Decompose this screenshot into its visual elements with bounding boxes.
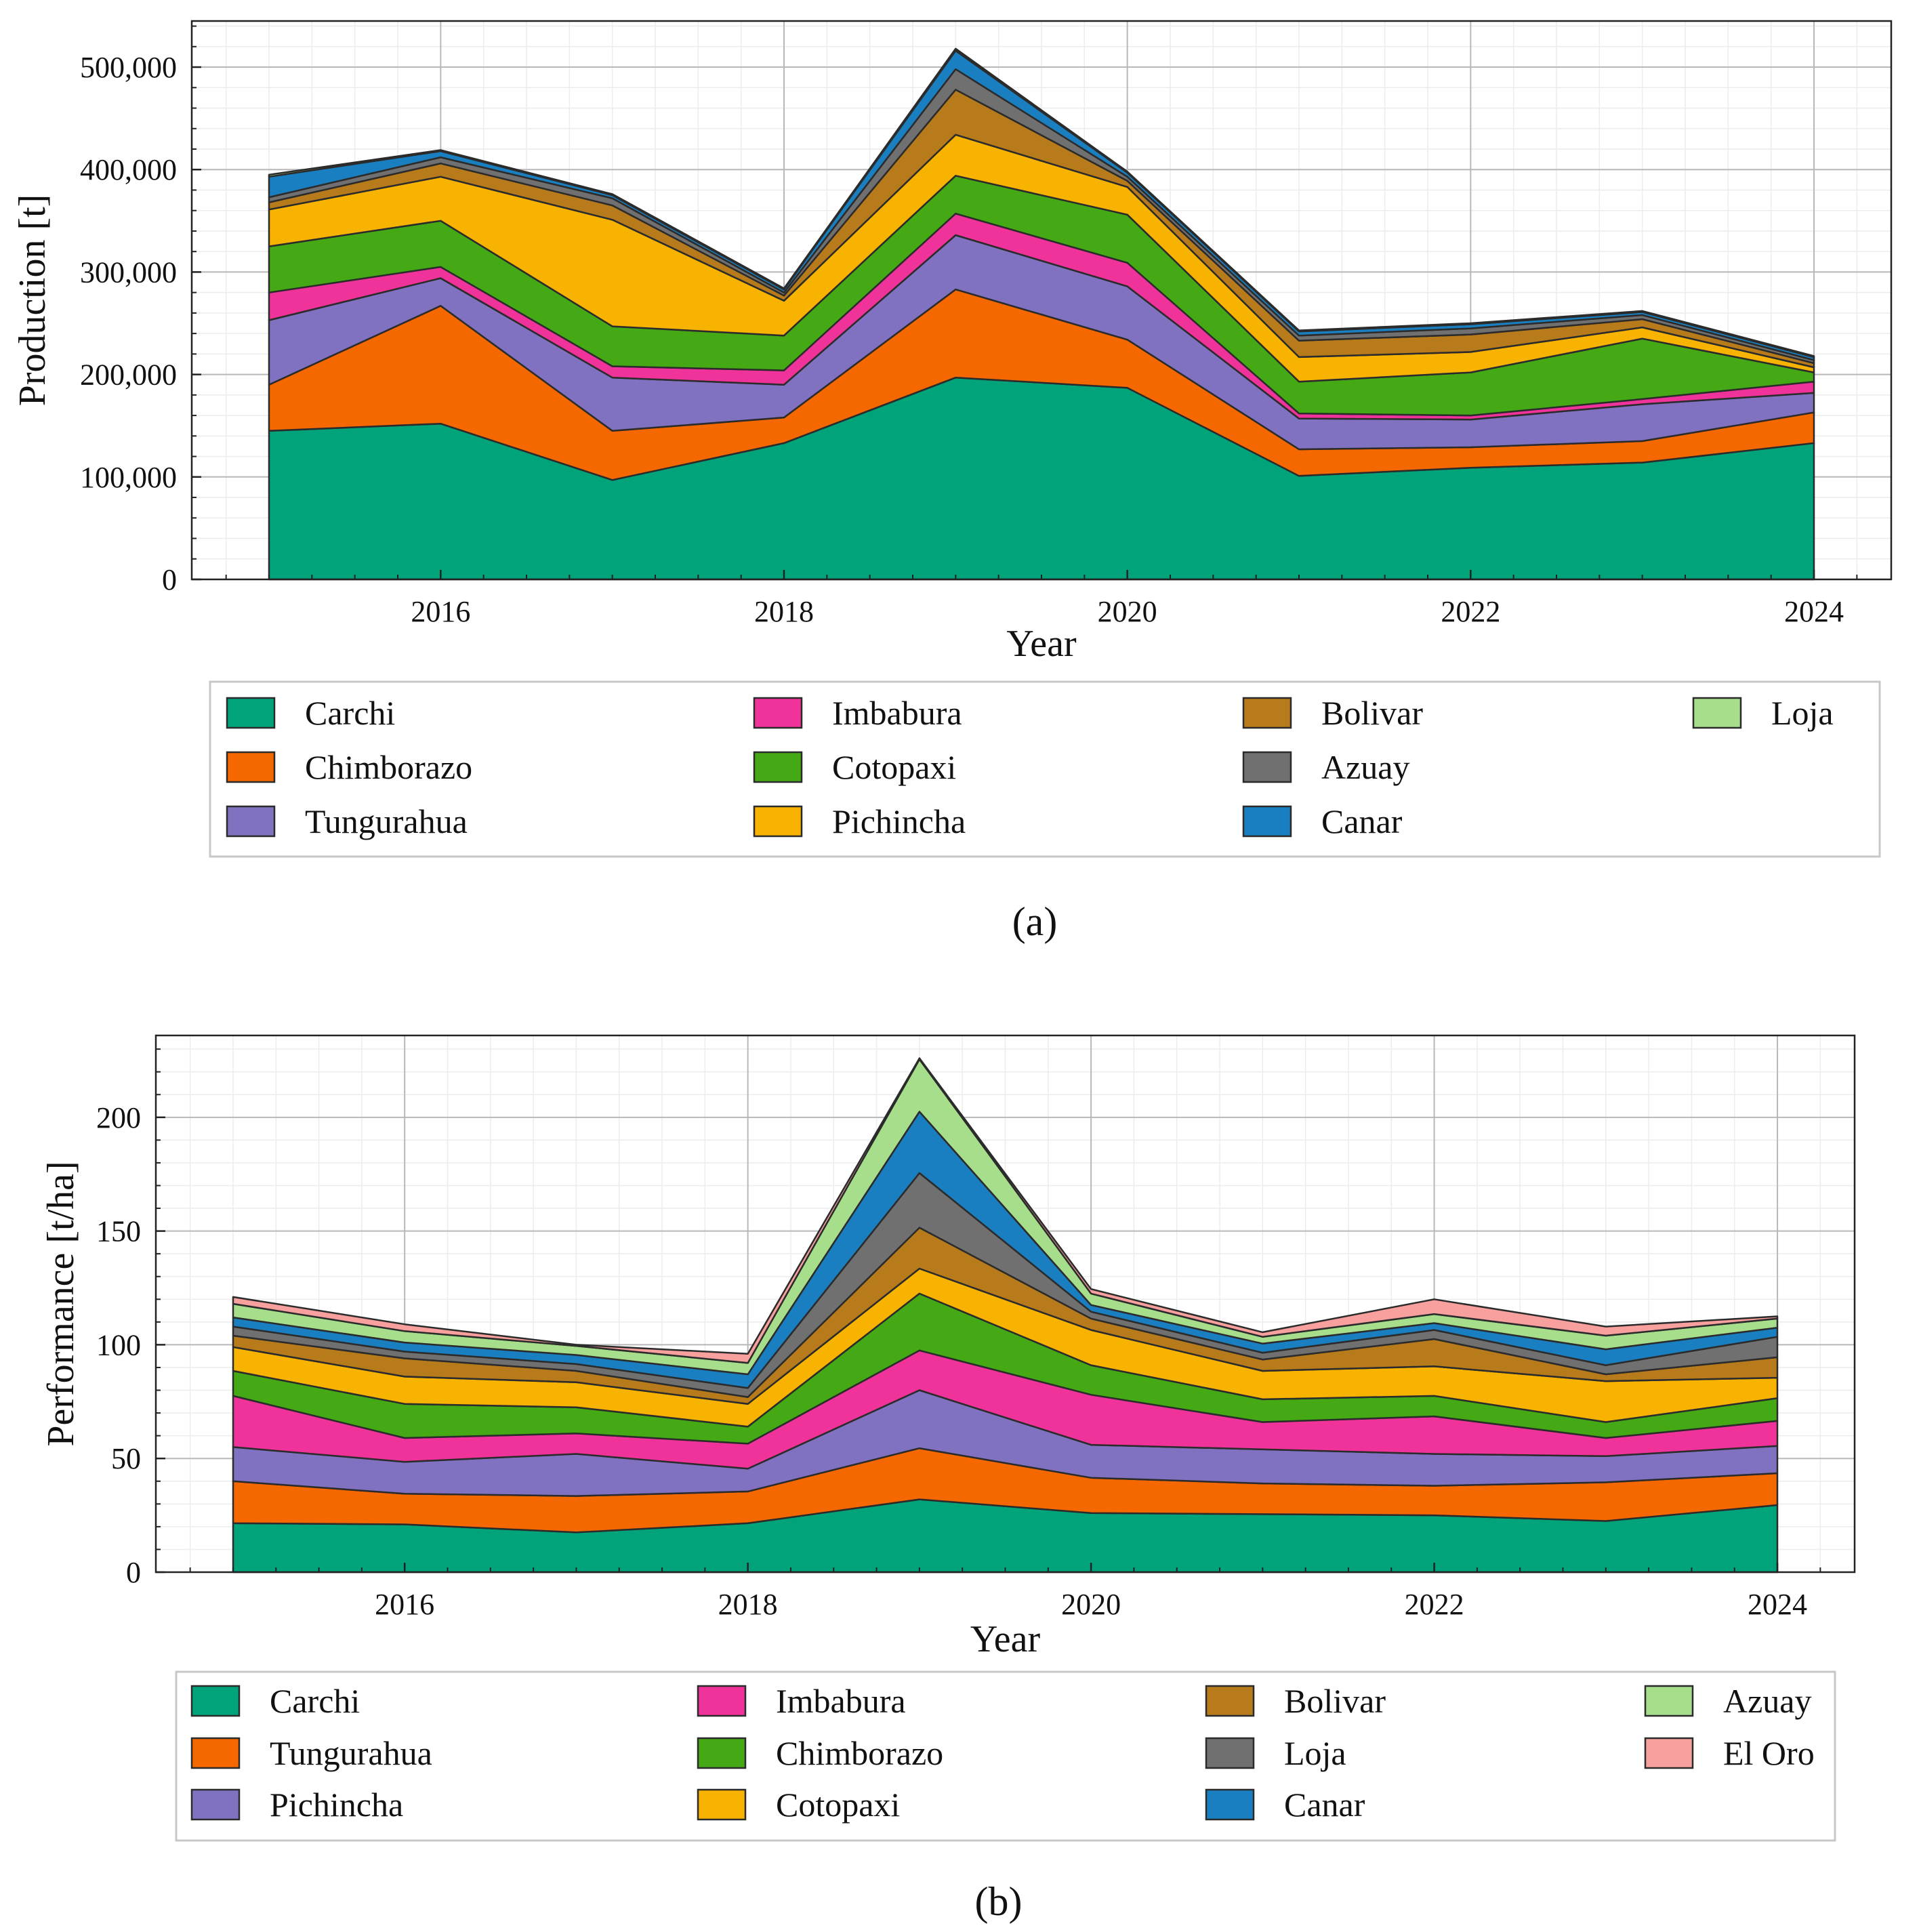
legend-swatch-azuay (1644, 1685, 1694, 1717)
legend-label-canar: Canar (1321, 802, 1403, 840)
legend-swatch-pichincha (753, 805, 803, 838)
y-tick-label: 0 (126, 1556, 141, 1589)
legend-frame (175, 1670, 1836, 1842)
legend-label-bolivar: Bolivar (1284, 1682, 1386, 1720)
legend-swatch-tungurahua (190, 1737, 241, 1769)
legend-label-imbabura: Imbabura (776, 1682, 906, 1720)
legend-swatch-bolivar (1242, 697, 1292, 729)
y-axis-title: Production [t] (12, 194, 54, 407)
legend-label-azuay: Azuay (1723, 1682, 1812, 1720)
legend-swatch-carchi (190, 1685, 241, 1717)
legend-swatch-tungurahua (226, 805, 276, 838)
legend-swatch-el-oro (1644, 1737, 1694, 1769)
ticks: 2016 2018 2020 2022 2024 0 100,000 200,000 300,0… (80, 25, 1858, 628)
x-tick-label: 2018 (754, 595, 814, 628)
legend-swatch-imbabura (697, 1685, 747, 1717)
x-tick-label: 2024 (1784, 595, 1844, 628)
x-tick-label: 2020 (1098, 595, 1157, 628)
legend-swatch-carchi (226, 697, 276, 729)
legend-label-loja: Loja (1771, 694, 1834, 732)
legend-swatch-pichincha (190, 1788, 241, 1821)
area-loja (268, 47, 1815, 358)
legend-label-cotopaxi: Cotopaxi (832, 748, 956, 786)
legend-label-pichincha: Pichincha (832, 802, 966, 840)
x-tick-label: 2024 (1748, 1588, 1807, 1621)
x-tick-label: 2018 (718, 1588, 778, 1621)
legend-swatch-cotopaxi (753, 751, 803, 783)
y-tick-label: 150 (96, 1215, 141, 1248)
legend-label-carchi: Carchi (270, 1682, 360, 1720)
legend: Carchi Tungurahua Pichincha Imbabura Chimbor… (175, 1670, 1836, 1842)
x-axis-title: Year (970, 1618, 1041, 1660)
legend-label-tungurahua: Tungurahua (270, 1734, 432, 1772)
panel-label: (a) (1012, 899, 1058, 944)
ticks: 2016 2018 2020 2022 2024 0 50 100 150 200 (96, 1048, 1821, 1621)
x-tick-label: 2016 (411, 595, 470, 628)
y-tick-label: 0 (162, 563, 177, 596)
chart-performance: 2016 2018 2020 2022 2024 0 50 100 150 200 Year Perf… (40, 1034, 1856, 1924)
legend-label-chimborazo: Chimborazo (305, 748, 472, 786)
panel-label: (b) (975, 1879, 1023, 1924)
x-tick-label: 2022 (1405, 1588, 1464, 1621)
x-tick-label: 2016 (375, 1588, 434, 1621)
legend-swatch-canar (1242, 805, 1292, 838)
legend-label-carchi: Carchi (305, 694, 395, 732)
x-axis-title: Year (1006, 623, 1077, 665)
legend-swatch-canar (1205, 1788, 1255, 1821)
area-el-oro (232, 1057, 1779, 1364)
legend-label-chimborazo: Chimborazo (776, 1734, 943, 1772)
legend-swatch-imbabura (753, 697, 803, 729)
y-axis-title: Performance [t/ha] (40, 1161, 82, 1446)
y-tick-label: 200,000 (80, 358, 177, 392)
legend-label-cotopaxi: Cotopaxi (776, 1786, 900, 1824)
y-tick-label: 50 (111, 1442, 141, 1475)
legend: Carchi Chimborazo Tungurahua Imbabura Cotopa… (209, 680, 1881, 858)
legend-label-pichincha: Pichincha (270, 1786, 403, 1824)
x-tick-label: 2022 (1441, 595, 1500, 628)
legend-swatch-azuay (1242, 751, 1292, 783)
y-tick-label: 400,000 (80, 153, 177, 186)
legend-label-loja: Loja (1284, 1734, 1346, 1772)
y-tick-label: 500,000 (80, 51, 177, 84)
legend-label-imbabura: Imbabura (832, 694, 962, 732)
legend-swatch-cotopaxi (697, 1788, 747, 1821)
legend-label-canar: Canar (1284, 1786, 1365, 1824)
legend-swatch-bolivar (1205, 1685, 1255, 1717)
legend-label-el-oro: El Oro (1723, 1734, 1815, 1772)
legend-label-tungurahua: Tungurahua (305, 802, 468, 840)
legend-label-azuay: Azuay (1321, 748, 1410, 786)
legend-swatch-loja (1692, 697, 1742, 729)
stacked-areas (232, 1057, 1779, 1574)
legend-swatch-chimborazo (697, 1737, 747, 1769)
y-tick-label: 300,000 (80, 255, 177, 289)
y-tick-label: 200 (96, 1101, 141, 1134)
y-tick-label: 100 (96, 1328, 141, 1361)
legend-frame (209, 680, 1881, 858)
x-tick-label: 2020 (1061, 1588, 1121, 1621)
legend-swatch-loja (1205, 1737, 1255, 1769)
chart-production: 2016 2018 2020 2022 2024 0 100,000 200,000 300,0… (12, 20, 1893, 944)
y-tick-label: 100,000 (80, 461, 177, 494)
legend-label-bolivar: Bolivar (1321, 694, 1423, 732)
legend-swatch-chimborazo (226, 751, 276, 783)
